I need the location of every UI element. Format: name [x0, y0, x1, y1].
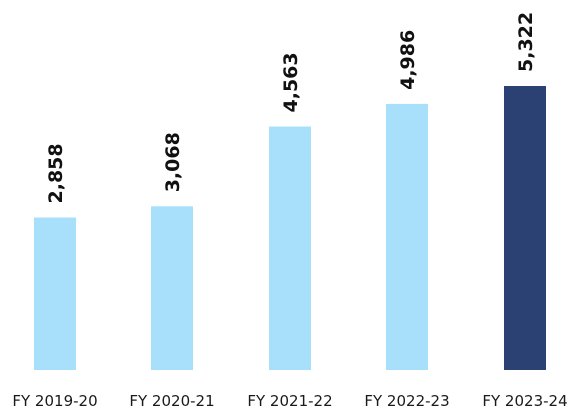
bars-group	[34, 86, 546, 371]
bar-3	[269, 126, 311, 370]
category-label-1: FY 2019-20	[12, 392, 97, 410]
value-label-2: 3,068	[162, 132, 184, 192]
value-label-5: 5,322	[515, 12, 537, 72]
bar-5	[504, 86, 546, 370]
value-labels-group: 2,858 3,068 4,563 4,986 5,322	[45, 12, 537, 204]
bar-1	[34, 217, 76, 370]
bar-2	[151, 206, 193, 370]
value-label-3: 4,563	[280, 52, 302, 112]
category-label-5: FY 2023-24	[482, 392, 567, 410]
category-labels-group: FY 2019-20 FY 2020-21 FY 2021-22 FY 2022-23…	[12, 392, 567, 410]
value-label-4: 4,986	[397, 30, 419, 90]
category-label-2: FY 2020-21	[129, 392, 214, 410]
value-label-1: 2,858	[45, 143, 67, 203]
category-label-3: FY 2021-22	[247, 392, 332, 410]
bar-4	[386, 103, 428, 371]
category-label-4: FY 2022-23	[364, 392, 449, 410]
